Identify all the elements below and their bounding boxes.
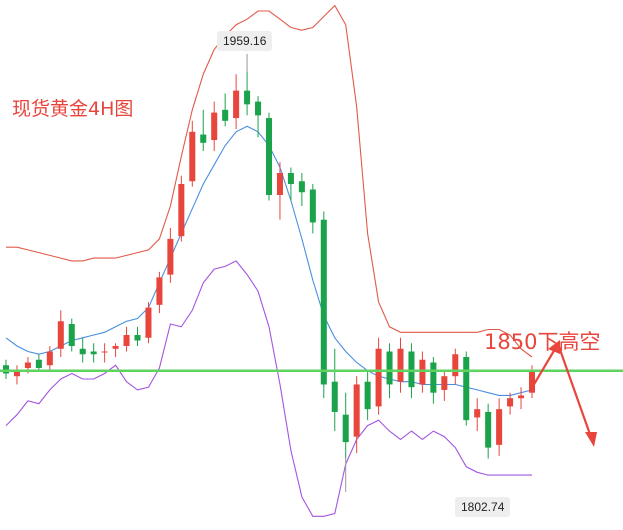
candle-body xyxy=(452,354,459,377)
candle-body xyxy=(408,351,415,388)
low-price-label: 1802.74 xyxy=(455,497,511,517)
candle-body xyxy=(298,181,305,193)
candle-body xyxy=(419,359,426,385)
candle-body xyxy=(211,112,218,141)
candle-body xyxy=(331,381,338,412)
candle-body xyxy=(57,321,64,349)
candle-body xyxy=(375,348,382,407)
candle-body xyxy=(507,398,514,407)
candle-body xyxy=(397,348,404,382)
candle-body xyxy=(13,370,20,377)
candle-body xyxy=(35,359,42,368)
high-price-label: 1959.16 xyxy=(217,31,273,51)
candle-body xyxy=(353,384,360,437)
candle-body xyxy=(24,362,31,368)
candle-body xyxy=(123,335,130,347)
candle-body xyxy=(496,409,503,445)
candle-body xyxy=(244,90,251,105)
candle-body xyxy=(364,381,371,410)
candle-body xyxy=(287,173,294,184)
annotation-text: 1850下高空 xyxy=(484,330,601,354)
candle-body xyxy=(441,376,448,390)
candle-body xyxy=(2,365,10,374)
forecast-arrow-head-up xyxy=(548,340,560,354)
candle-body xyxy=(79,348,86,355)
candle-body xyxy=(134,335,141,341)
candle-body xyxy=(342,414,349,443)
candle-body xyxy=(145,307,152,338)
candle-body xyxy=(233,90,240,119)
candle-body xyxy=(68,324,75,347)
candle-body xyxy=(178,183,185,237)
candle-body xyxy=(386,351,393,385)
candle-body xyxy=(518,395,525,399)
candle-body xyxy=(200,134,207,143)
forecast-arrow-path xyxy=(532,341,594,441)
chart-title: 现货黄金4H图 xyxy=(12,98,134,120)
candle-body xyxy=(255,101,262,116)
candle-body xyxy=(309,189,316,223)
candle-body xyxy=(101,351,108,353)
candle-body xyxy=(46,351,53,366)
candle-body xyxy=(222,109,229,121)
upper-band-line xyxy=(6,4,533,358)
candle-body xyxy=(528,370,536,393)
candle-body xyxy=(167,238,174,275)
candle-body xyxy=(90,351,97,355)
candle-body xyxy=(189,131,196,182)
candle-body xyxy=(474,409,481,418)
forecast-arrow-head-down xyxy=(585,432,597,447)
candle-body xyxy=(265,118,273,195)
candle-body xyxy=(276,173,283,195)
candle-body xyxy=(320,219,327,385)
candle-body xyxy=(430,362,437,393)
candle-body xyxy=(485,411,492,448)
candle-body xyxy=(156,277,163,305)
lower-band-line xyxy=(5,260,532,517)
candle-body xyxy=(463,356,470,421)
candle-body xyxy=(112,346,119,349)
